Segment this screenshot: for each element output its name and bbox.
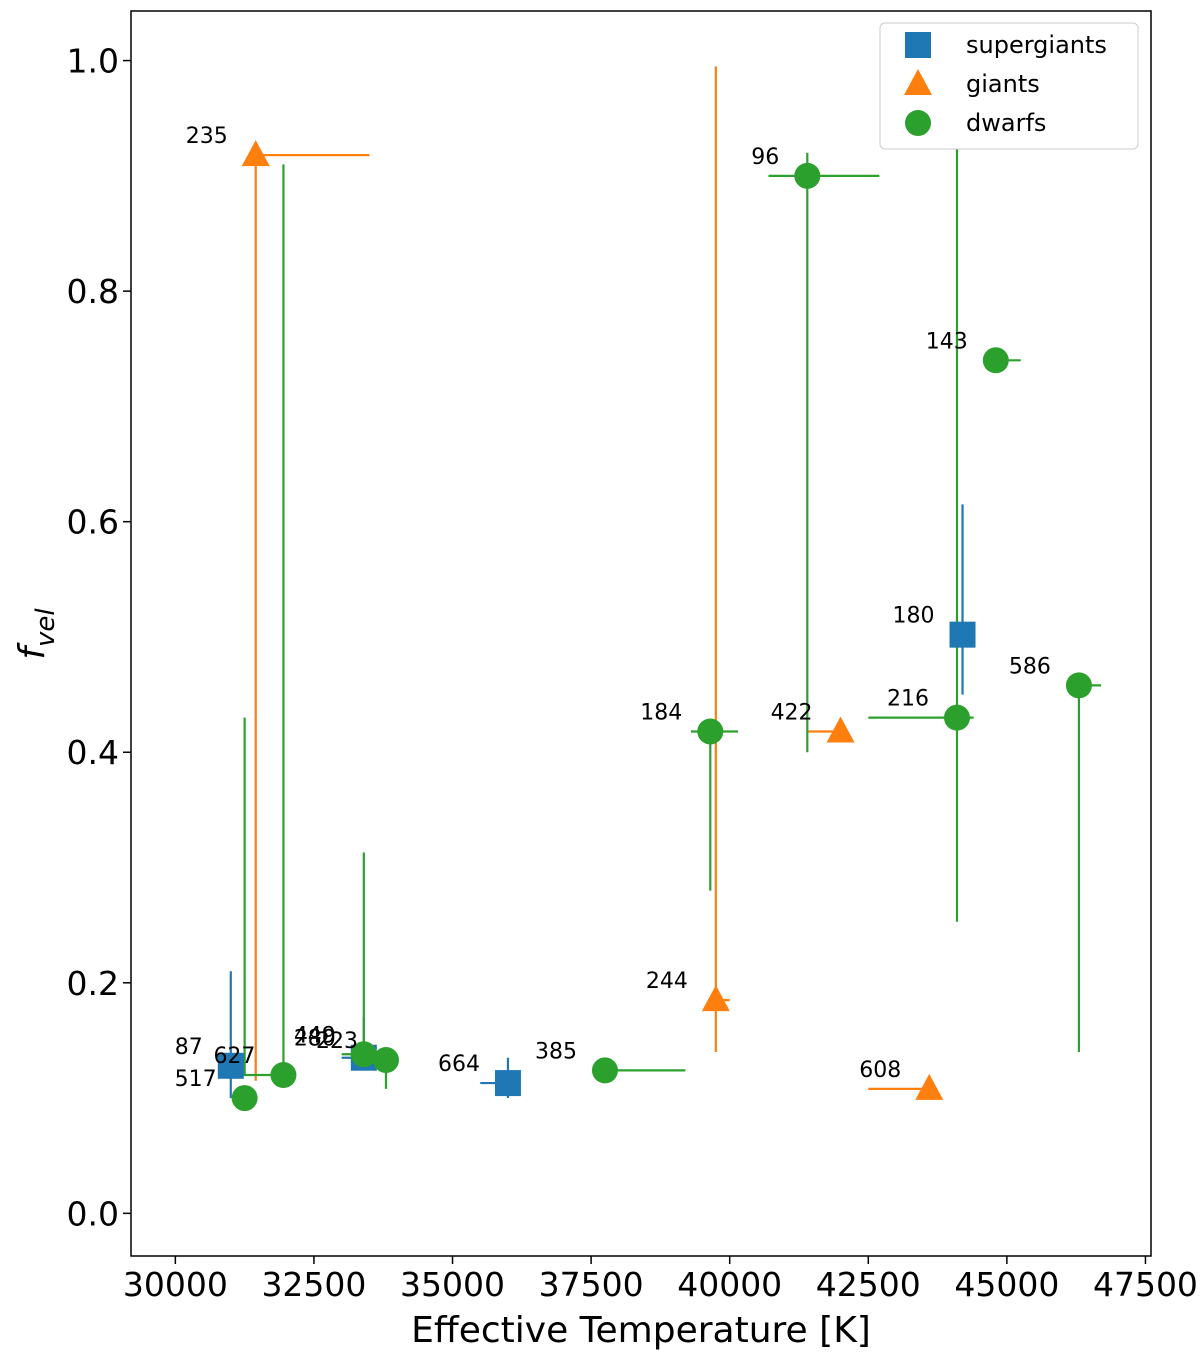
dwarfs-point-586 (1065, 672, 1092, 699)
giants-point-422 (826, 716, 855, 743)
dwarfs-point-216 (943, 704, 970, 731)
legend-marker-dwarfs (905, 110, 931, 136)
giants-point-235 (241, 140, 270, 167)
point-label: 96 (751, 145, 779, 170)
dwarfs-point-223 (373, 1047, 399, 1074)
legend-label: supergiants (966, 31, 1107, 59)
dwarfs-point-184 (697, 718, 724, 745)
x-axis-label: Effective Temperature [K] (411, 1310, 871, 1351)
point-label: 184 (640, 700, 682, 725)
point-label: 235 (186, 124, 228, 149)
point-label: 422 (771, 700, 813, 725)
x-tick-label: 42500 (816, 1265, 921, 1304)
giants-point-244 (701, 985, 730, 1012)
y-tick-label: 0.4 (67, 733, 119, 772)
y-tick-label: 0.0 (67, 1194, 119, 1233)
point-label: 143 (926, 329, 968, 354)
point-label: 385 (535, 1039, 577, 1064)
point-label: 608 (859, 1058, 901, 1083)
x-tick-label: 32500 (261, 1265, 366, 1304)
point-label: 223 (316, 1029, 358, 1054)
point-label: 449 (294, 1023, 336, 1048)
dwarfs-point-449 (350, 1041, 377, 1068)
legend-marker-giants (904, 69, 932, 95)
legend-frame (879, 22, 1139, 150)
legend-label: giants (966, 70, 1040, 98)
point-label: 87 (175, 1035, 203, 1060)
point-label: 180 (893, 604, 935, 629)
legend: supergiants giants dwarfs (879, 22, 1139, 150)
x-tick-label: 40000 (677, 1265, 782, 1304)
x-tick-label: 47500 (1093, 1265, 1198, 1304)
dwarfs-point-96 (794, 162, 821, 189)
dwarfs-point-517 (231, 1085, 258, 1112)
point-label: 280 (294, 1027, 336, 1052)
legend-marker-supergiants (905, 32, 931, 58)
x-tick-label: 37500 (539, 1265, 644, 1304)
point-label: 244 (646, 969, 688, 994)
y-tick-label: 0.6 (67, 503, 119, 542)
y-tick-label: 1.0 (67, 42, 119, 81)
supergiants-point-180 (949, 621, 976, 648)
point-label: 586 (1009, 654, 1051, 679)
point-label: 627 (213, 1044, 255, 1069)
dwarfs-point-385 (591, 1057, 618, 1084)
point-label: 664 (438, 1052, 480, 1077)
x-tick-label: 45000 (954, 1265, 1059, 1304)
y-tick-label: 0.8 (67, 272, 119, 311)
x-tick-label: 35000 (400, 1265, 505, 1304)
legend-label: dwarfs (966, 109, 1046, 137)
supergiants-point-664 (494, 1070, 521, 1097)
x-tick-label: 30000 (123, 1265, 228, 1304)
supergiants-point-87 (217, 1052, 244, 1079)
y-axis-label: fvel (12, 608, 61, 660)
dwarfs-point-143 (982, 347, 1009, 374)
plot-frame (130, 10, 1152, 1257)
y-tick-label: 0.2 (67, 964, 119, 1003)
giants-point-608 (915, 1073, 944, 1100)
point-label: 517 (175, 1067, 217, 1092)
dwarfs-point-627 (270, 1062, 297, 1089)
point-label: 216 (887, 687, 929, 712)
